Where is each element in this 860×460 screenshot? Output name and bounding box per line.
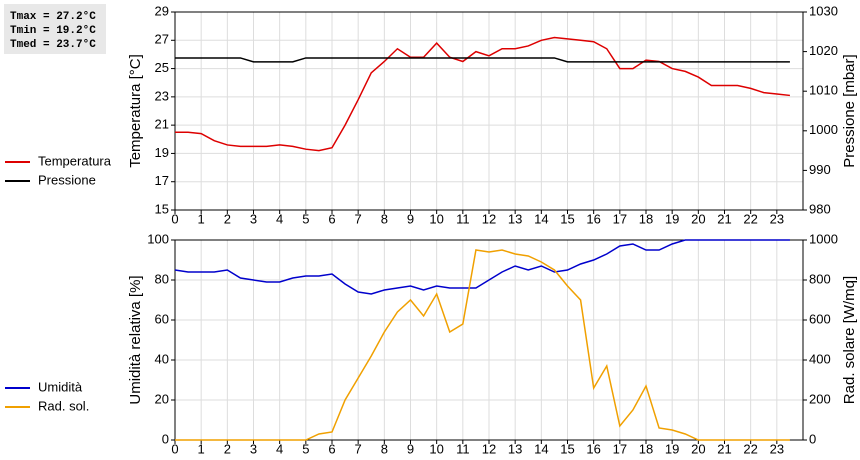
y2-tick-label: 1010	[809, 83, 838, 98]
y2-tick-label: 200	[809, 391, 831, 406]
x-tick-label: 9	[407, 211, 414, 226]
x-tick-label: 7	[355, 441, 362, 456]
x-tick-label: 1	[198, 441, 205, 456]
series-line	[174, 239, 790, 295]
x-tick-label: 17	[613, 441, 627, 456]
y-tick-label: 25	[155, 60, 169, 75]
x-tick-label: 23	[770, 441, 784, 456]
x-tick-label: 21	[717, 211, 731, 226]
x-tick-label: 12	[482, 441, 496, 456]
x-tick-label: 2	[224, 441, 231, 456]
y2-tick-label: 0	[809, 431, 816, 446]
x-tick-label: 22	[743, 441, 757, 456]
y2-tick-label: 400	[809, 351, 831, 366]
x-tick-label: 1	[198, 211, 205, 226]
x-tick-label: 14	[534, 211, 548, 226]
y2-tick-label: 1020	[809, 43, 838, 58]
x-tick-label: 10	[429, 211, 443, 226]
y2-tick-label: 990	[809, 162, 831, 177]
x-tick-label: 19	[665, 441, 679, 456]
x-tick-label: 0	[171, 441, 178, 456]
series-line	[175, 249, 790, 441]
y-tick-label: 21	[155, 117, 169, 132]
x-tick-label: 6	[328, 211, 335, 226]
y2-tick-label: 600	[809, 311, 831, 326]
x-tick-label: 9	[407, 441, 414, 456]
y2-tick-label: 1000	[809, 122, 838, 137]
x-tick-label: 21	[717, 441, 731, 456]
y-tick-label: 27	[155, 32, 169, 47]
y-axis-label: Umidità relativa [%]	[127, 275, 144, 404]
y-tick-label: 40	[155, 351, 169, 366]
x-tick-label: 5	[302, 441, 309, 456]
x-tick-label: 7	[355, 211, 362, 226]
x-tick-label: 12	[482, 211, 496, 226]
x-tick-label: 10	[429, 441, 443, 456]
y-tick-label: 20	[155, 391, 169, 406]
y-tick-label: 0	[162, 431, 169, 446]
x-tick-label: 18	[639, 211, 653, 226]
y-tick-label: 100	[147, 231, 169, 246]
x-tick-label: 22	[743, 211, 757, 226]
x-tick-label: 16	[586, 441, 600, 456]
x-tick-label: 11	[456, 441, 470, 456]
x-tick-label: 19	[665, 211, 679, 226]
x-tick-label: 13	[508, 211, 522, 226]
x-tick-label: 15	[560, 211, 574, 226]
series-line	[175, 36, 791, 152]
x-tick-label: 5	[302, 211, 309, 226]
y-tick-label: 19	[155, 145, 169, 160]
x-tick-label: 3	[250, 441, 257, 456]
x-tick-label: 0	[171, 211, 178, 226]
x-tick-label: 6	[328, 441, 335, 456]
y-tick-label: 60	[155, 311, 169, 326]
series-line	[175, 57, 790, 63]
x-tick-label: 16	[586, 211, 600, 226]
legend-label: Umidità	[38, 379, 83, 394]
legend-label: Temperatura	[38, 153, 112, 168]
y-tick-label: 29	[155, 3, 169, 18]
x-tick-label: 15	[560, 441, 574, 456]
stat-tmin: Tmin = 19.2°C	[10, 25, 96, 37]
y-tick-label: 23	[155, 88, 169, 103]
y-tick-label: 80	[155, 271, 169, 286]
stats-box	[4, 4, 106, 54]
plot-frame	[174, 11, 804, 211]
x-tick-label: 13	[508, 441, 522, 456]
x-tick-label: 4	[276, 211, 283, 226]
x-tick-label: 18	[639, 441, 653, 456]
y-tick-label: 17	[155, 173, 169, 188]
y2-tick-label: 980	[809, 201, 831, 216]
y2-tick-label: 1000	[809, 231, 838, 246]
x-tick-label: 14	[534, 441, 548, 456]
x-tick-label: 3	[250, 211, 257, 226]
plot-frame	[174, 239, 804, 441]
x-tick-label: 17	[613, 211, 627, 226]
x-tick-label: 4	[276, 441, 283, 456]
stat-tmed: Tmed = 23.7°C	[10, 39, 96, 51]
y-axis-label: Temperatura [°C]	[127, 54, 144, 168]
y2-tick-label: 800	[809, 271, 831, 286]
stat-tmax: Tmax = 27.2°C	[10, 11, 96, 23]
x-tick-label: 20	[691, 441, 705, 456]
y-tick-label: 15	[155, 201, 169, 216]
legend-label: Rad. sol.	[38, 398, 89, 413]
x-tick-label: 23	[770, 211, 784, 226]
y2-axis-label: Rad. solare [W/mq]	[841, 276, 858, 404]
x-tick-label: 8	[381, 211, 388, 226]
x-tick-label: 8	[381, 441, 388, 456]
x-tick-label: 11	[456, 211, 470, 226]
x-tick-label: 20	[691, 211, 705, 226]
y2-tick-label: 1030	[809, 3, 838, 18]
y2-axis-label: Pressione [mbar]	[841, 54, 858, 167]
x-tick-label: 2	[224, 211, 231, 226]
legend-label: Pressione	[38, 172, 96, 187]
